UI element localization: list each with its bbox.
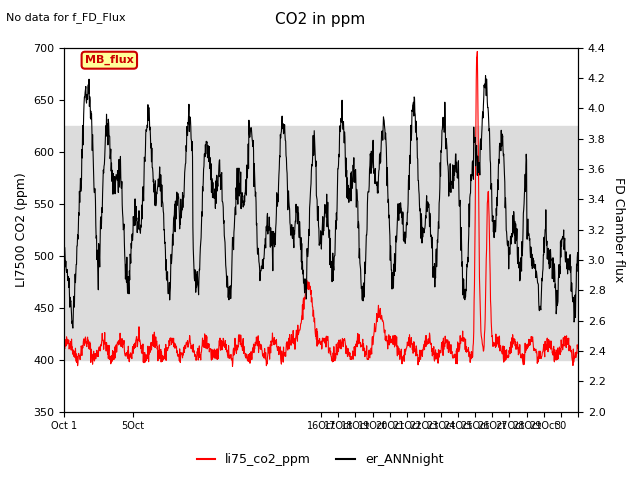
Text: MB_flux: MB_flux — [85, 55, 134, 65]
Text: No data for f_FD_Flux: No data for f_FD_Flux — [6, 12, 126, 23]
Bar — [65, 126, 578, 360]
Y-axis label: FD Chamber flux: FD Chamber flux — [612, 177, 625, 282]
Legend: li75_co2_ppm, er_ANNnight: li75_co2_ppm, er_ANNnight — [191, 448, 449, 471]
Y-axis label: LI7500 CO2 (ppm): LI7500 CO2 (ppm) — [15, 172, 28, 287]
Text: CO2 in ppm: CO2 in ppm — [275, 12, 365, 27]
